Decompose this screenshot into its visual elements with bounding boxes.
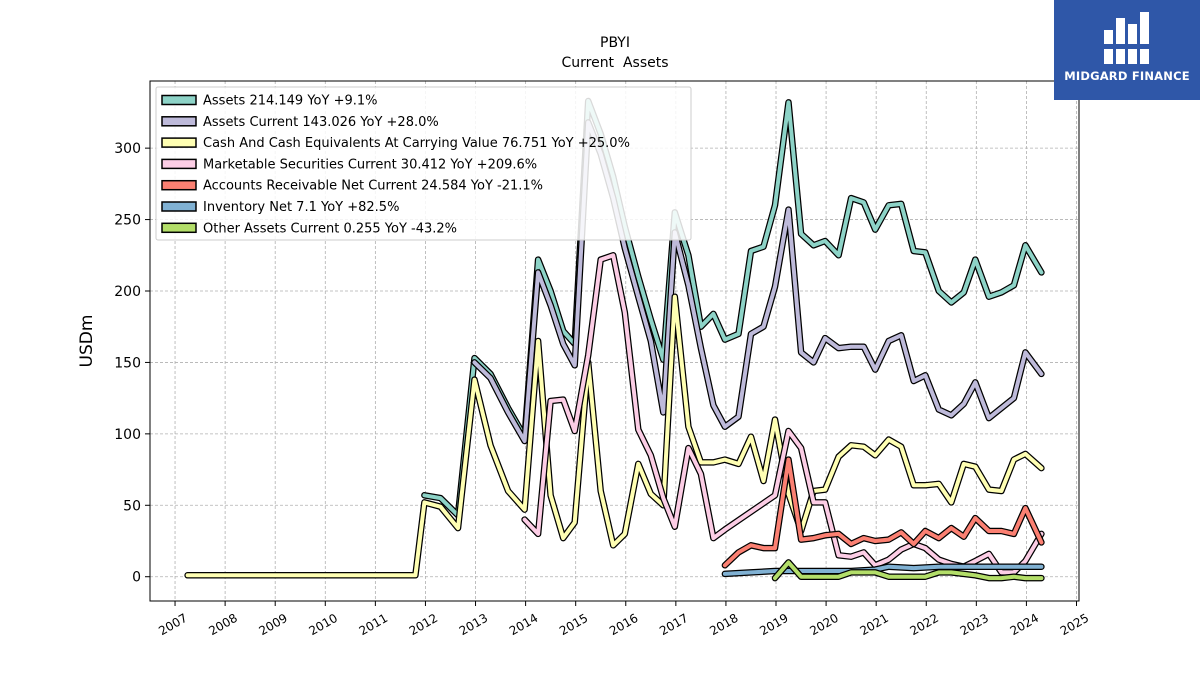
legend-swatch: [161, 222, 197, 234]
y-axis-label: USDm: [77, 315, 97, 368]
legend-label: Assets Current 143.026 YoY +28.0%: [203, 115, 439, 130]
series-1: [471, 119, 1045, 445]
x-tick-label: 2008: [206, 611, 239, 638]
series-line: [185, 294, 1044, 578]
x-tick-label: 2010: [307, 611, 340, 638]
legend-label: Cash And Cash Equivalents At Carrying Va…: [203, 136, 630, 151]
series-4: [721, 456, 1045, 569]
x-tick-label: 2022: [908, 611, 941, 638]
plot-series: [184, 97, 1045, 582]
x-tick-label: 2020: [807, 611, 840, 638]
legend-swatch: [161, 94, 197, 106]
series-3: [521, 252, 1045, 576]
legend-swatch: [161, 158, 197, 170]
series-line: [522, 253, 1044, 575]
legend-label: Accounts Receivable Net Current 24.584 Y…: [203, 179, 543, 194]
x-tick-label: 2018: [707, 611, 740, 638]
legend-label: Other Assets Current 0.255 YoY -43.2%: [203, 221, 457, 236]
x-tick-label: 2024: [1008, 611, 1041, 638]
series-outline: [184, 293, 1045, 579]
series-line: [773, 560, 1044, 581]
x-tick-label: 2012: [407, 611, 440, 638]
x-tick-label: 2014: [507, 611, 540, 638]
legend-swatch: [161, 179, 197, 191]
series-outline: [521, 252, 1045, 576]
chart-subtitle: Current Assets: [561, 55, 668, 71]
series-2: [184, 293, 1045, 579]
series-0: [421, 97, 1045, 519]
x-tick-label: 2019: [757, 611, 790, 638]
legend-frame: [155, 86, 692, 241]
legend-swatch: [161, 201, 197, 212]
y-tick-label: 0: [132, 570, 141, 586]
x-tick-label: 2011: [357, 611, 390, 638]
y-tick-label: 150: [114, 355, 141, 371]
series-6: [771, 559, 1045, 582]
y-tick-label: 300: [114, 141, 141, 157]
y-tick-label: 250: [114, 213, 141, 229]
legend-label: Inventory Net 7.1 YoY +82.5%: [203, 200, 399, 215]
series-line: [422, 99, 1044, 518]
midgard-logo-icon: [1104, 12, 1149, 64]
y-tick-label: 100: [114, 427, 141, 443]
chart-title: PBYI: [600, 35, 630, 51]
x-tick-label: 2021: [857, 611, 890, 638]
y-tick-label: 50: [123, 498, 141, 514]
x-tick-label: 2013: [457, 611, 490, 638]
y-tick-label: 200: [114, 284, 141, 300]
legend-swatch: [161, 137, 197, 148]
brand-name: MIDGARD FINANCE: [1064, 69, 1190, 83]
x-tick-label: 2025: [1058, 611, 1091, 638]
x-tick-label: 2015: [557, 611, 590, 638]
series-line: [472, 120, 1044, 443]
series-line: [722, 457, 1044, 568]
brand-logo: MIDGARD FINANCE: [1054, 0, 1200, 100]
legend-swatch: [161, 116, 197, 127]
x-tick-label: 2023: [958, 611, 991, 638]
x-tick-label: 2017: [657, 611, 690, 638]
plot-frame: [149, 80, 1080, 602]
x-tick-label: 2007: [156, 611, 189, 638]
legend-label: Marketable Securities Current 30.412 YoY…: [203, 157, 537, 172]
legend-label: Assets 214.149 YoY +9.1%: [203, 94, 378, 109]
x-tick-label: 2016: [607, 611, 640, 638]
legend: Assets 214.149 YoY +9.1% Assets Current 1…: [155, 86, 692, 241]
x-tick-label: 2009: [256, 611, 289, 638]
